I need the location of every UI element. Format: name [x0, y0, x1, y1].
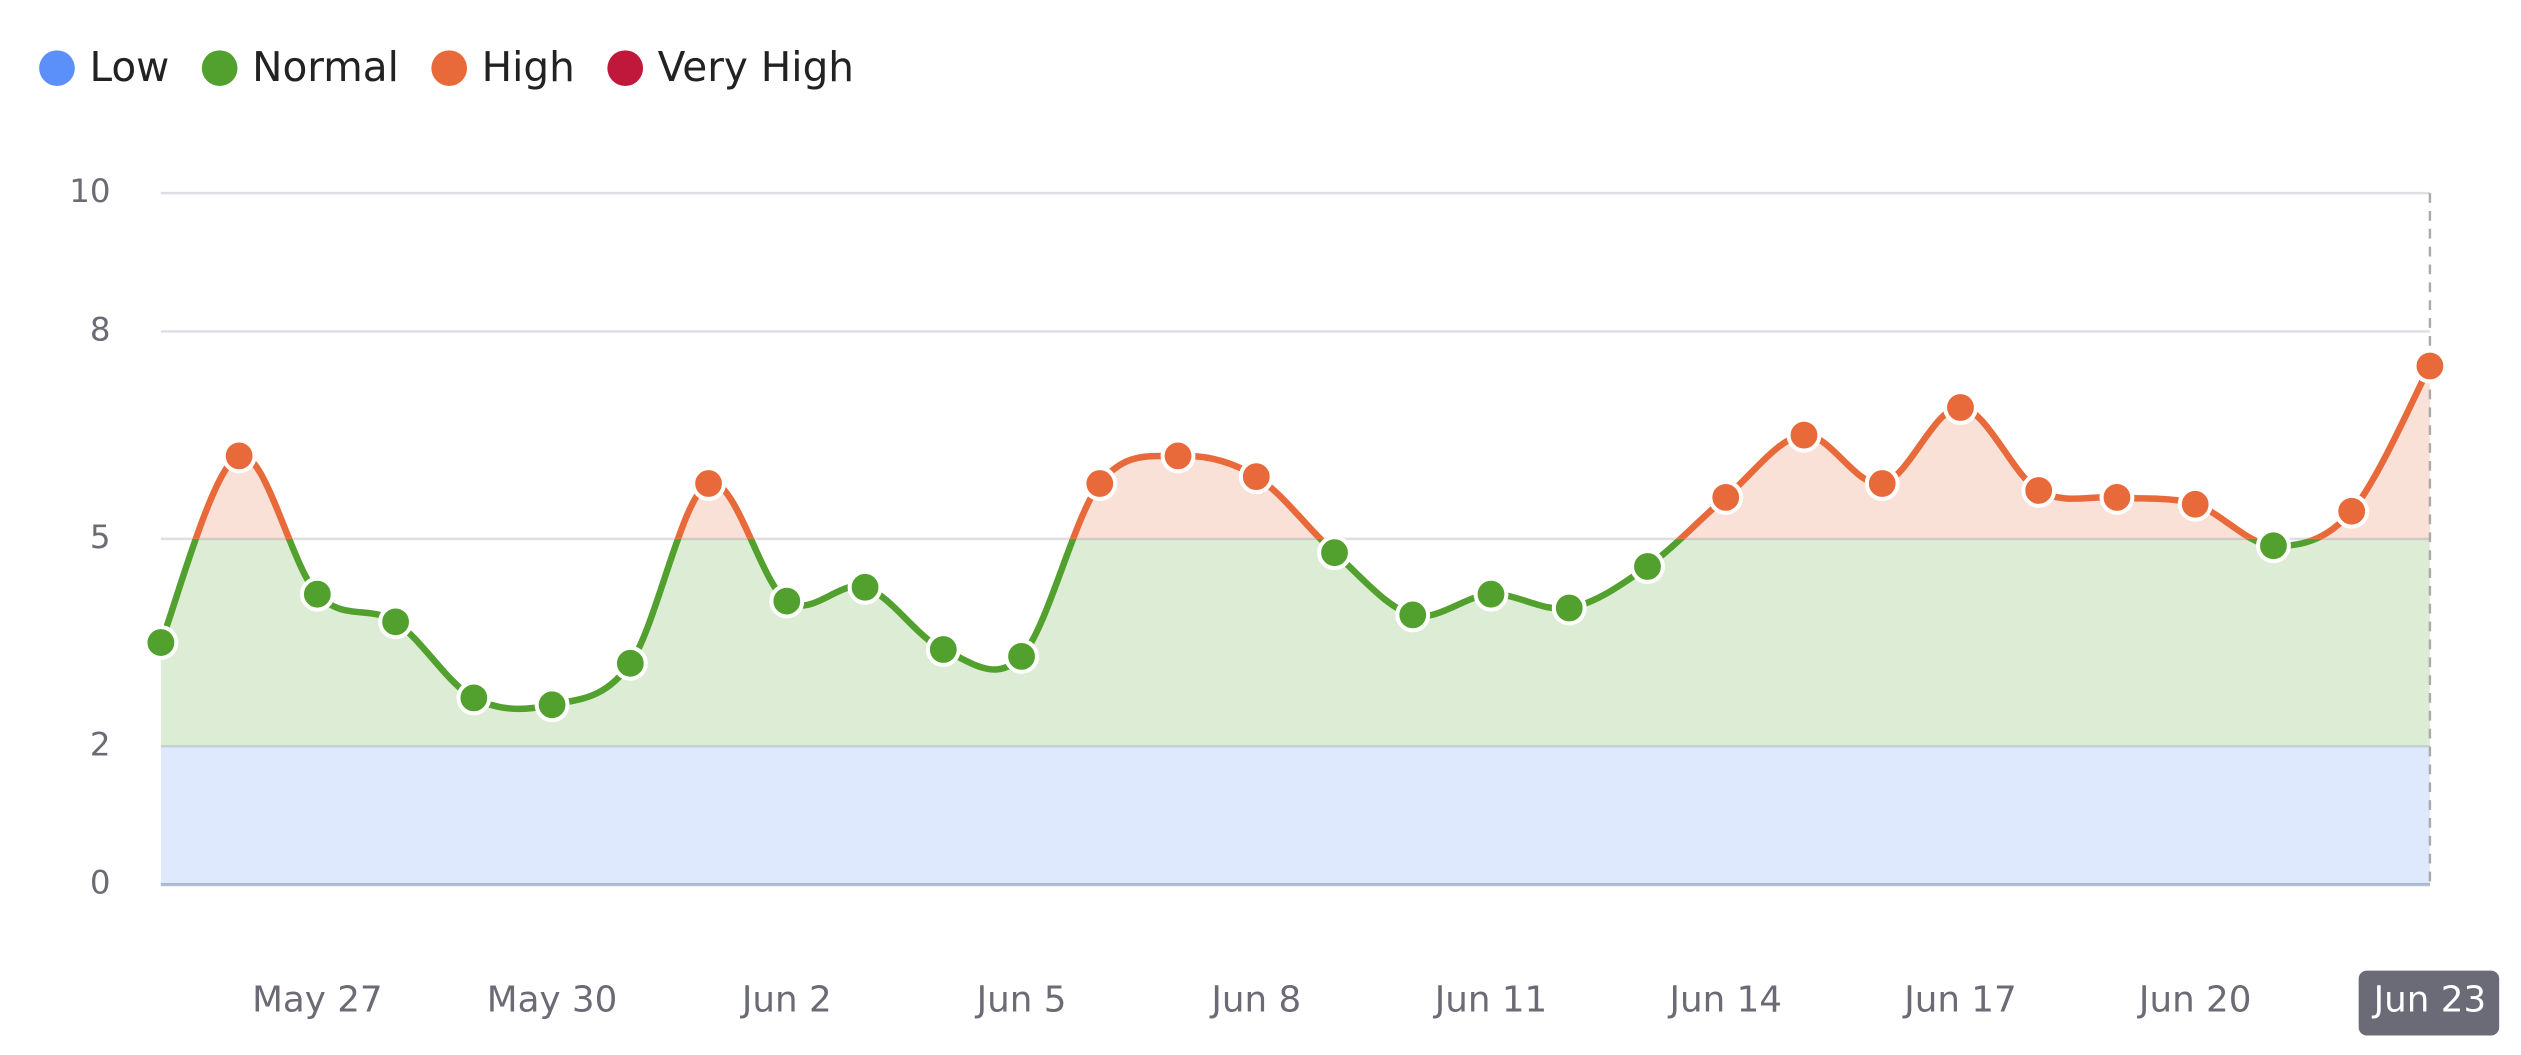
y-tick-label: 2	[90, 725, 111, 763]
legend-marker	[39, 50, 75, 87]
x-tick-label: May 30	[487, 979, 618, 1020]
point	[378, 604, 414, 640]
band-area	[160, 538, 2430, 747]
line	[157, 538, 2324, 713]
point	[691, 466, 727, 501]
point	[1317, 535, 1352, 571]
point	[1473, 576, 1509, 612]
x-tick-label: Jun 2	[740, 979, 832, 1020]
point	[2177, 486, 2213, 522]
point	[2255, 528, 2291, 564]
point	[847, 569, 883, 605]
point	[2021, 473, 2057, 508]
point	[534, 687, 570, 723]
y-tick-label: 8	[90, 310, 111, 348]
x-tick-label: Jun 8	[1209, 979, 1301, 1020]
point	[299, 576, 335, 612]
legend-marker	[607, 50, 644, 87]
point	[612, 645, 648, 681]
point	[1160, 438, 1196, 474]
legend-label: Low	[89, 43, 169, 91]
x-tick-label: Jun 23	[2372, 979, 2487, 1020]
legend-marker	[431, 50, 468, 87]
y-tick-label: 10	[69, 172, 110, 210]
point	[221, 438, 257, 474]
x-tick-label: Jun 20	[2137, 979, 2252, 1020]
point	[1004, 638, 1039, 674]
point	[1551, 590, 1587, 626]
point	[1082, 466, 1118, 501]
point	[2334, 493, 2370, 529]
point	[1238, 459, 1274, 495]
point	[1786, 417, 1822, 453]
x-tick-label: Jun 5	[975, 979, 1067, 1020]
x-tick-label: Jun 17	[1902, 979, 2017, 1020]
point	[769, 583, 805, 619]
band-area	[160, 746, 2430, 885]
point	[143, 625, 179, 661]
legend-label: Very High	[658, 43, 854, 91]
y-tick-label: 0	[90, 864, 111, 902]
point	[456, 680, 492, 716]
point	[1630, 549, 1665, 584]
active-label-box	[2358, 970, 2500, 1036]
point	[1943, 390, 1978, 425]
x-tick-label: Jun 11	[1433, 979, 1548, 1020]
point	[925, 632, 961, 667]
legend-marker	[201, 50, 238, 87]
point	[2099, 479, 2135, 515]
y-tick-label: 5	[90, 518, 111, 556]
x-tick-label: Jun 14	[1667, 979, 1782, 1020]
point	[2412, 348, 2448, 384]
legend-label: High	[482, 43, 575, 91]
point	[1395, 597, 1431, 633]
legend-label: Normal	[252, 43, 399, 91]
point	[1864, 466, 1900, 501]
x-tick-label: May 27	[252, 979, 383, 1020]
point	[1708, 479, 1744, 515]
